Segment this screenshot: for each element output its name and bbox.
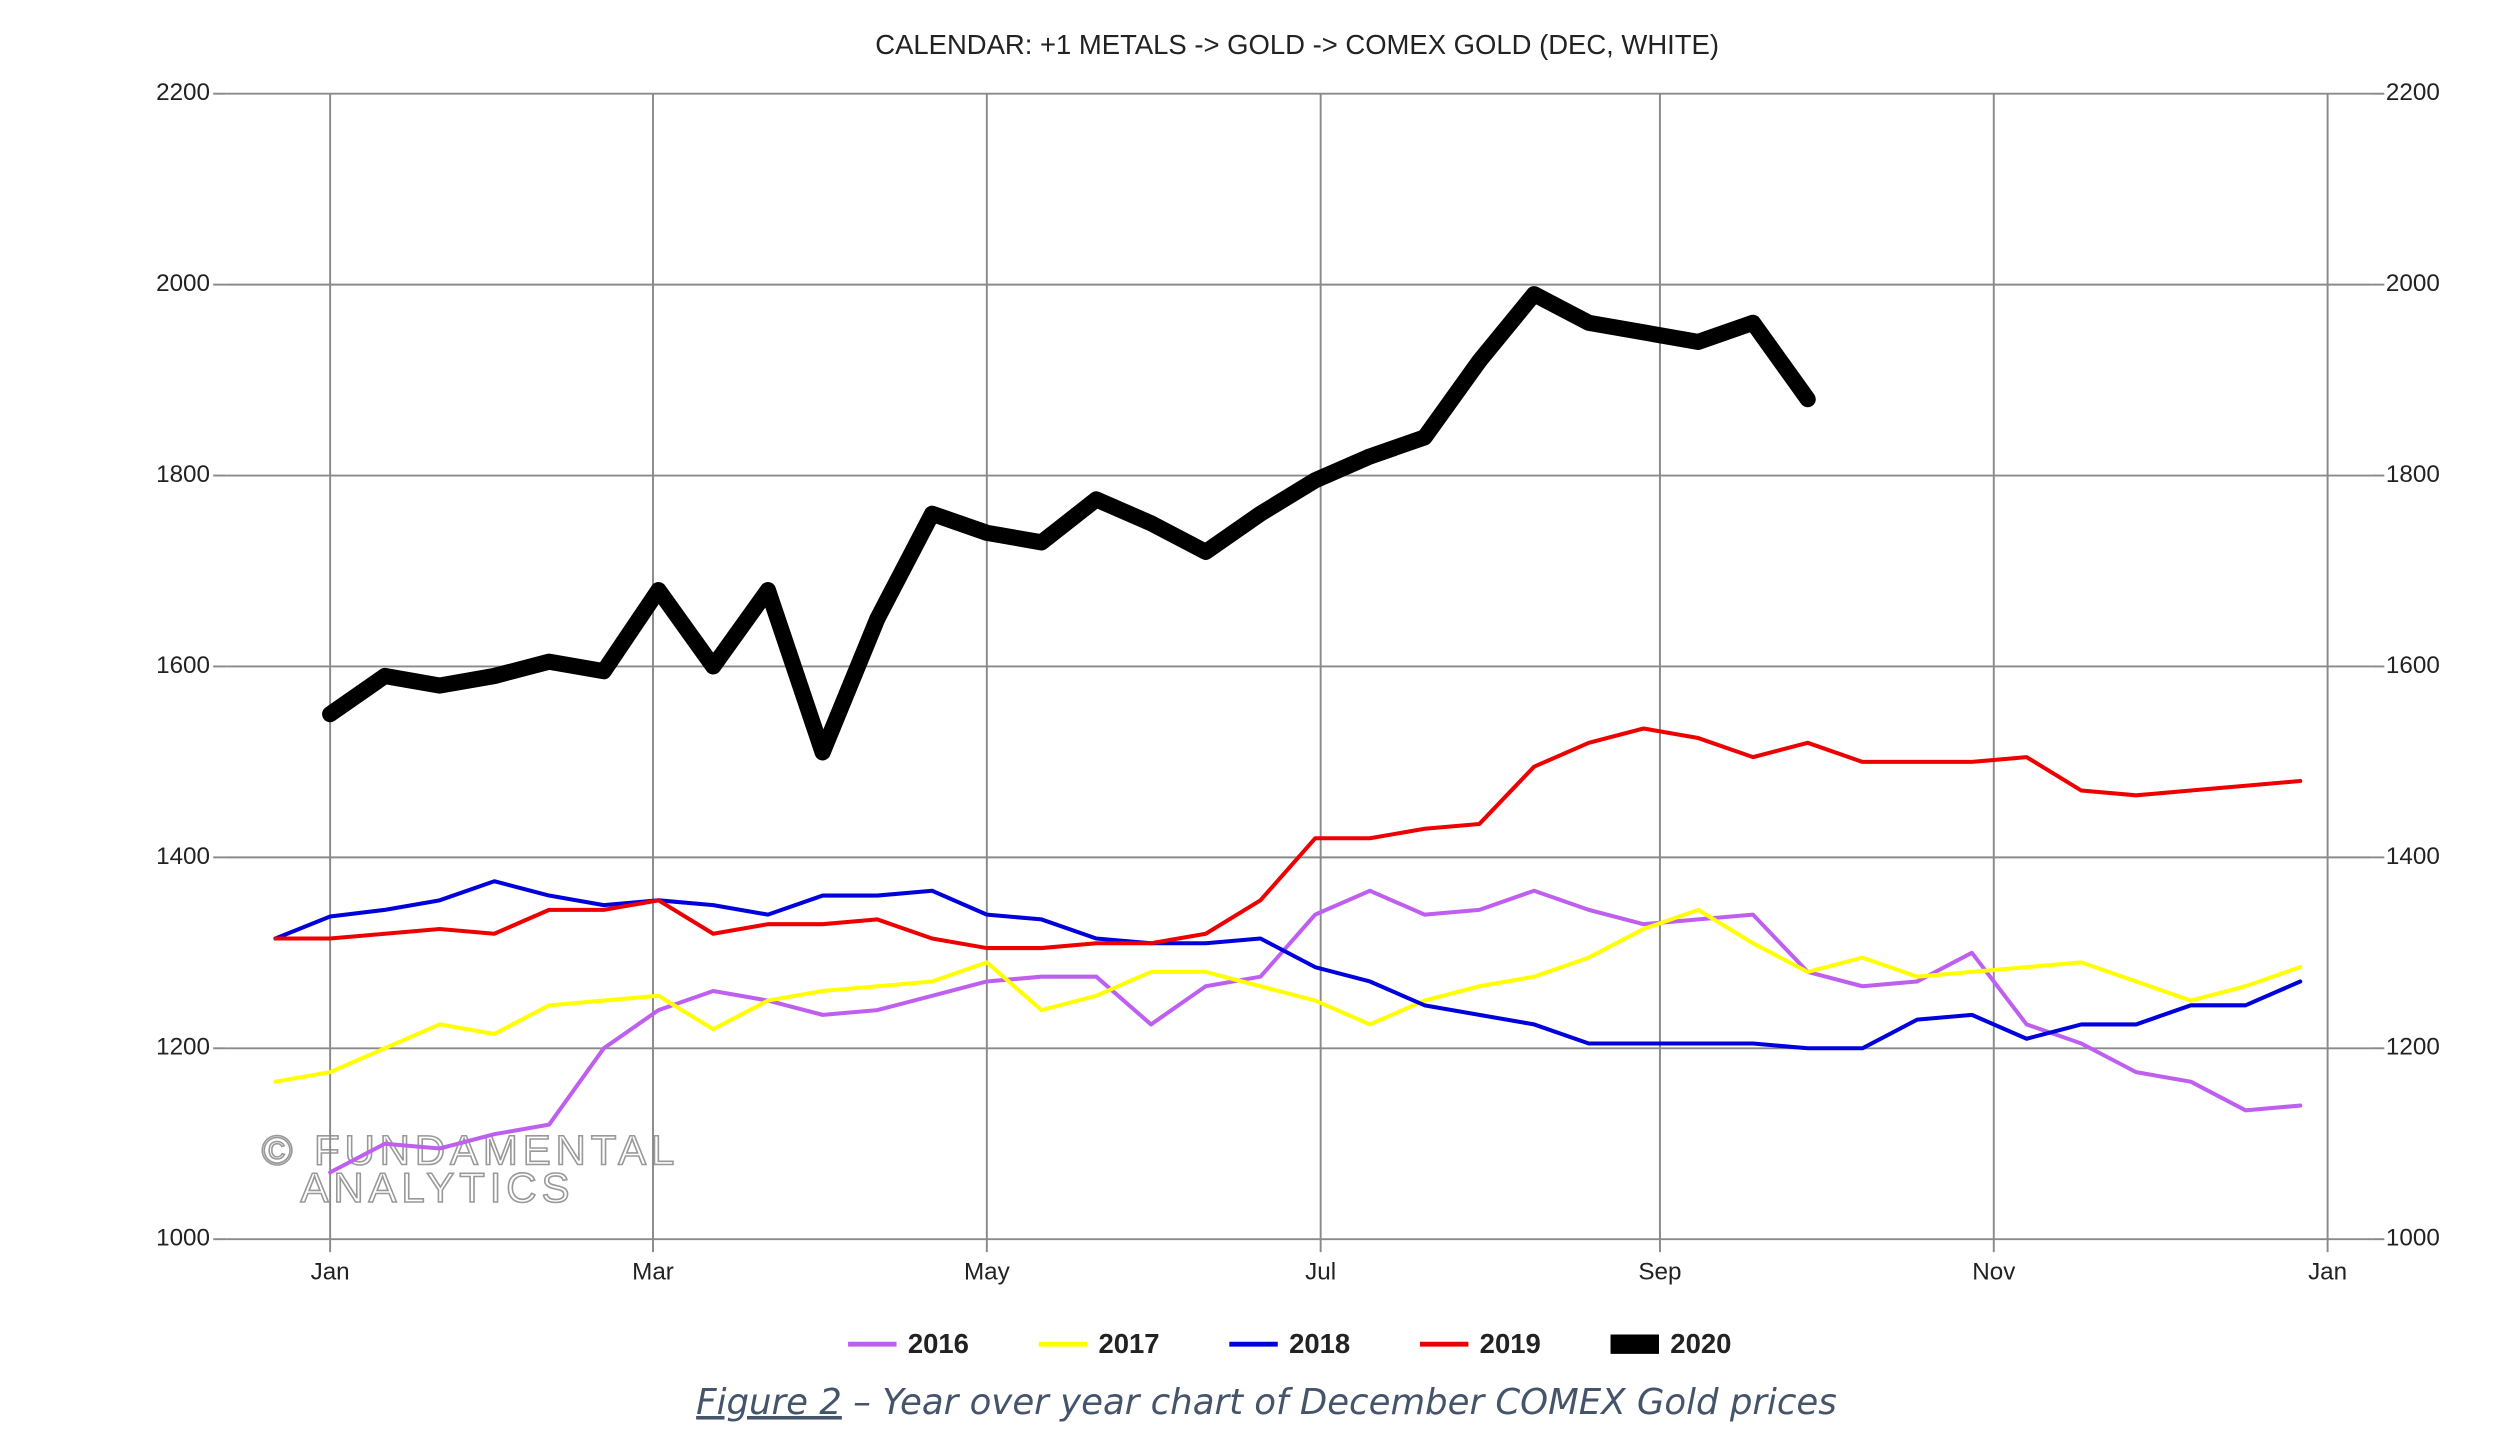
- x-tick-label: May: [964, 1259, 1011, 1286]
- y2-tick-label: 1800: [2386, 461, 2440, 488]
- series-line: [273, 907, 2303, 1084]
- legend-label: 2017: [1098, 1328, 1159, 1359]
- x-tick-label: Sep: [1638, 1259, 1681, 1286]
- y2-tick-label: 1200: [2386, 1034, 2440, 1061]
- legend-label: 2018: [1289, 1328, 1350, 1359]
- series-line: [328, 888, 2303, 1175]
- y2-tick-label: 2200: [2386, 79, 2440, 106]
- y-tick-label: 1600: [156, 652, 210, 679]
- x-tick-label: Jan: [311, 1259, 350, 1286]
- series-line: [322, 286, 1816, 761]
- y2-tick-label: 1000: [2386, 1225, 2440, 1252]
- chart-title: CALENDAR: +1 METALS -> GOLD -> COMEX GOL…: [875, 29, 1719, 60]
- caption-label: Figure 2: [696, 1382, 842, 1423]
- series-line: [273, 726, 2303, 951]
- y-tick-label: 1200: [156, 1034, 210, 1061]
- y-tick-label: 1400: [156, 843, 210, 870]
- x-tick-label: Jan: [2308, 1259, 2347, 1286]
- watermark: ANALYTICS: [300, 1164, 574, 1211]
- legend-label: 2020: [1670, 1328, 1731, 1359]
- caption: Figure 2 – Year over year chart of Decem…: [696, 1382, 1837, 1423]
- caption-text: – Year over year chart of December COMEX…: [842, 1382, 1837, 1423]
- y2-tick-label: 1400: [2386, 843, 2440, 870]
- y-tick-label: 2200: [156, 79, 210, 106]
- y2-tick-label: 1600: [2386, 652, 2440, 679]
- x-tick-label: Nov: [1972, 1259, 2016, 1286]
- series-line: [273, 879, 2303, 1051]
- legend-label: 2019: [1480, 1328, 1541, 1359]
- x-tick-label: Mar: [632, 1259, 674, 1286]
- y2-tick-label: 2000: [2386, 270, 2440, 297]
- y-tick-label: 1000: [156, 1225, 210, 1252]
- y-tick-label: 2000: [156, 270, 210, 297]
- x-tick-label: Jul: [1305, 1259, 1336, 1286]
- y-tick-label: 1800: [156, 461, 210, 488]
- legend-label: 2016: [908, 1328, 969, 1359]
